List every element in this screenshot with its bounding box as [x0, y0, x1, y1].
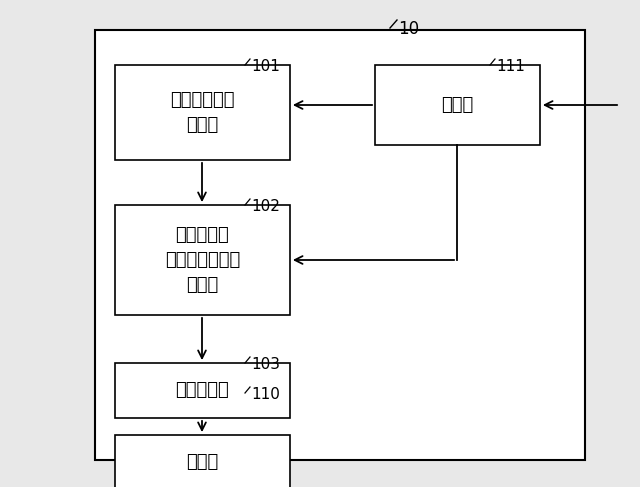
Bar	[115, 435, 290, 487]
Bar	[115, 363, 290, 418]
Text: ターゲット
インピーダンス
導出部: ターゲット インピーダンス 導出部	[165, 226, 240, 294]
Text: 許容電源変動
導出部: 許容電源変動 導出部	[170, 91, 235, 134]
Text: 110: 110	[251, 387, 280, 402]
Text: 101: 101	[251, 59, 280, 74]
Text: 10: 10	[398, 20, 419, 38]
Text: 出力制御部: 出力制御部	[175, 381, 229, 399]
Text: 記憶部: 記憶部	[442, 96, 474, 114]
Text: 103: 103	[251, 357, 280, 372]
Bar	[115, 205, 290, 315]
Text: 102: 102	[251, 199, 280, 214]
Bar	[115, 65, 290, 160]
Text: 111: 111	[496, 59, 525, 74]
Bar	[95, 30, 585, 460]
Text: 出力部: 出力部	[186, 453, 219, 471]
Bar	[375, 65, 540, 145]
